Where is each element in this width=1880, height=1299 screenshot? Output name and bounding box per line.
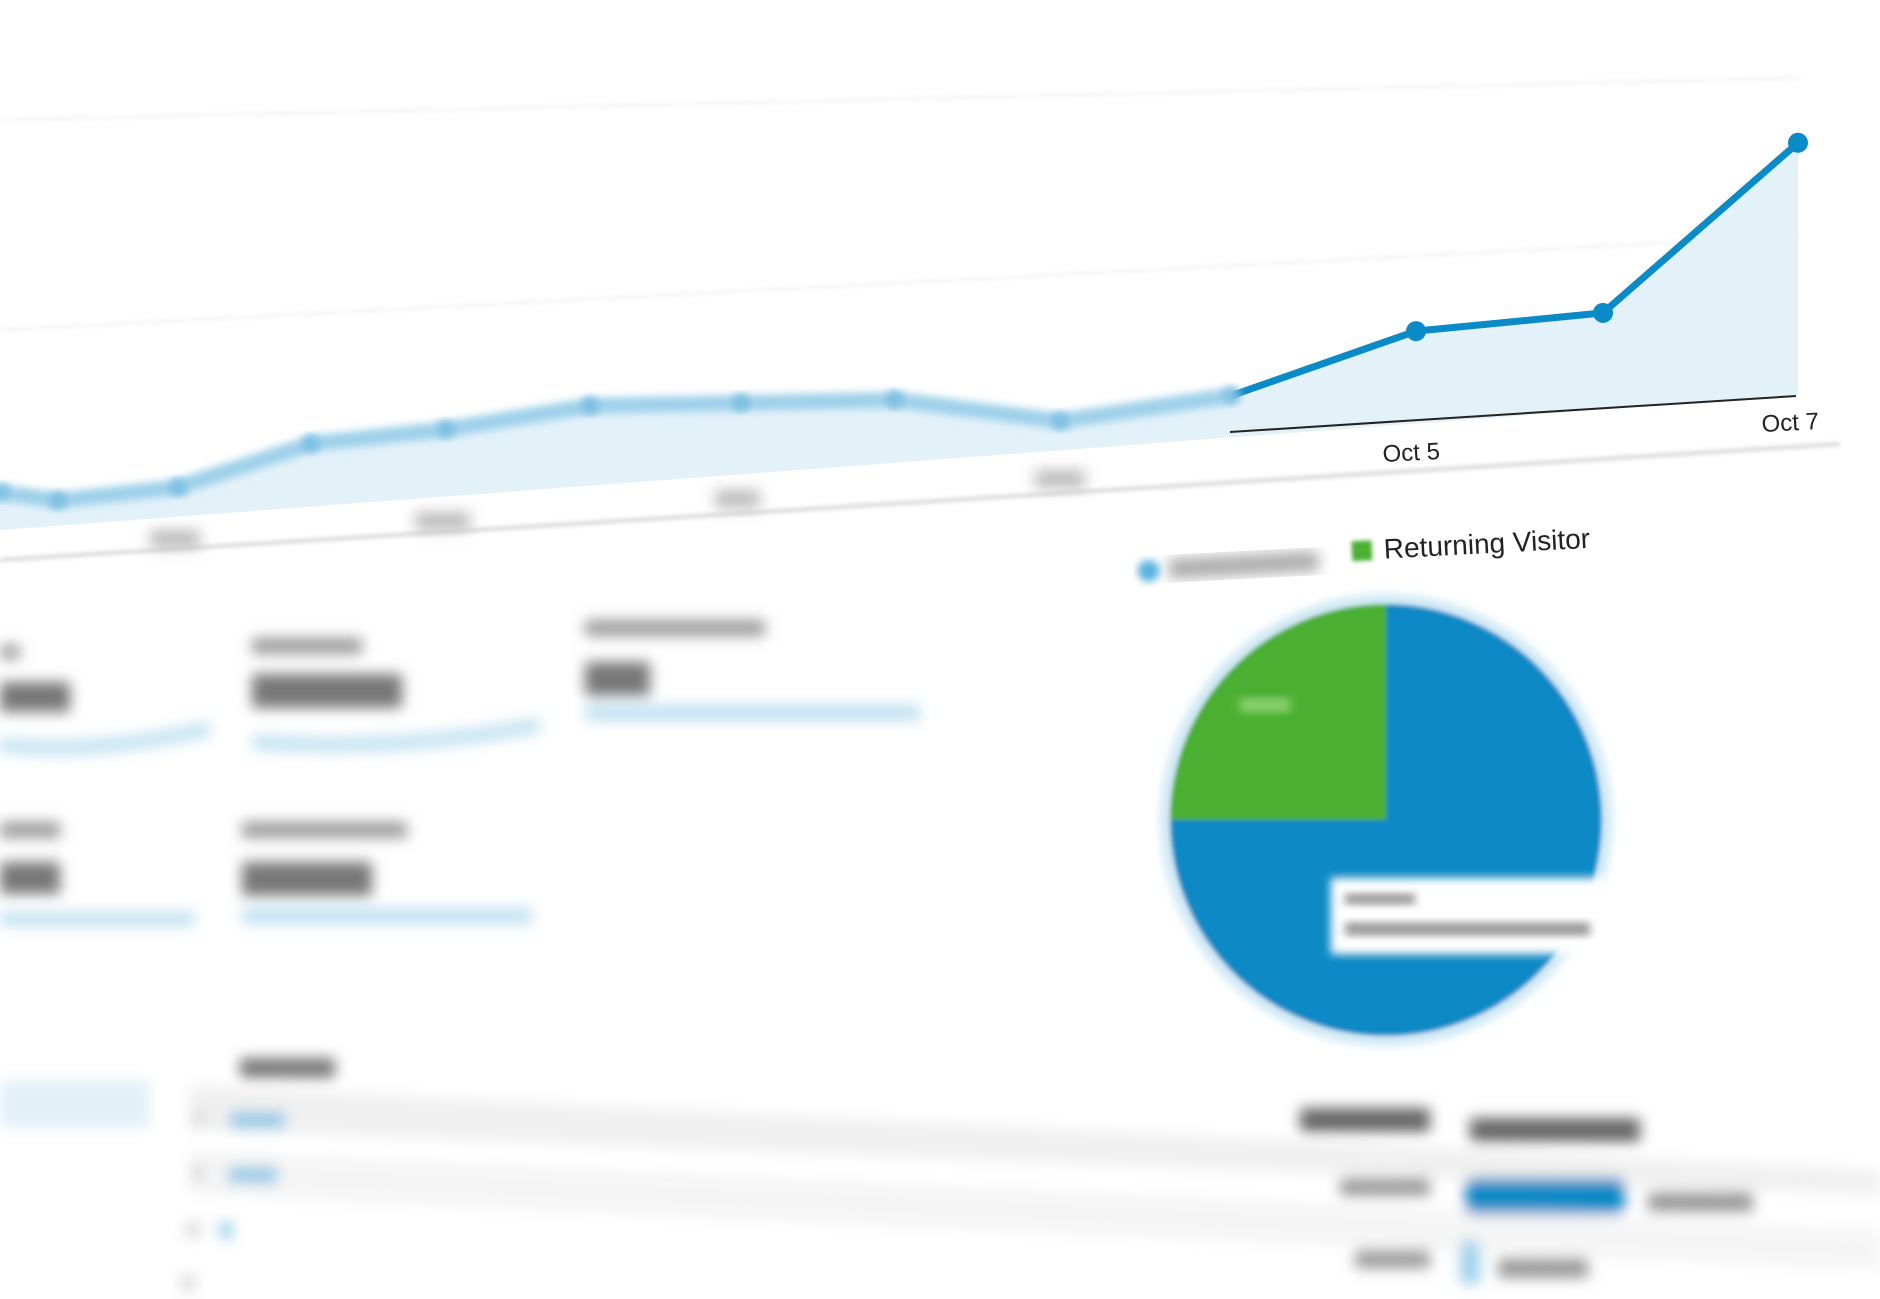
- stat-card-value: [0, 682, 70, 712]
- x-tick-label: Oct 5: [1382, 438, 1441, 468]
- blurred-tick: [715, 490, 760, 508]
- data-table: [0, 1058, 1880, 1291]
- blurred-tick: [415, 512, 470, 530]
- line-data-point[interactable]: [1406, 321, 1426, 342]
- legend-label-blurred: [1168, 551, 1319, 579]
- legend-swatch-returning-visitor: [1351, 540, 1373, 562]
- line-series: [1230, 140, 1801, 399]
- line-data-point[interactable]: [886, 390, 904, 409]
- line-area-fill: [0, 142, 1798, 531]
- line-data-point[interactable]: [732, 393, 750, 412]
- stat-card: [242, 822, 532, 924]
- pie-slice-label: [1240, 698, 1290, 712]
- table-row: [190, 1150, 1880, 1270]
- row-checkbox[interactable]: [185, 1222, 201, 1238]
- sparkline: [585, 705, 920, 721]
- line-data-point[interactable]: [1593, 302, 1613, 323]
- row-percent: [1498, 1258, 1588, 1278]
- sessions-line-chart: Oct 5 Oct 7: [0, 132, 1841, 562]
- gridlines: [0, 77, 1801, 331]
- sparkline: [0, 721, 212, 755]
- stat-card-value: [585, 662, 650, 696]
- x-axis-shadow: [0, 442, 1841, 562]
- stat-card-label: [0, 822, 60, 838]
- sparkline: [251, 718, 542, 752]
- blurred-tick-labels: [150, 470, 1085, 548]
- line-data-point[interactable]: [1051, 411, 1069, 430]
- pie-tooltip: [1331, 878, 1606, 954]
- stat-card-label: [0, 645, 20, 659]
- stat-card-value: [252, 674, 402, 708]
- row-checkbox[interactable]: [190, 1165, 206, 1181]
- line-data-point[interactable]: [0, 483, 9, 502]
- blurred-tick: [1035, 470, 1085, 488]
- stat-card-label: [242, 822, 407, 838]
- table-column-header: [1470, 1118, 1640, 1142]
- stat-cards: [0, 620, 920, 926]
- line-data-point[interactable]: [437, 420, 455, 439]
- table-row: [185, 1222, 1588, 1285]
- line-data-point[interactable]: [169, 478, 187, 497]
- row-link[interactable]: [230, 1112, 285, 1128]
- row-link[interactable]: [220, 1222, 232, 1238]
- stat-card-label: [585, 620, 765, 636]
- legend-swatch-new-visitor: [1137, 559, 1160, 582]
- stat-card: [251, 638, 542, 752]
- table-row: [180, 1275, 196, 1291]
- row-sessions-bar: [1465, 1178, 1625, 1214]
- row-band: [190, 1150, 1880, 1270]
- line-data-point[interactable]: [1223, 386, 1241, 405]
- line-data-point[interactable]: [302, 434, 320, 453]
- table-row: [190, 1110, 285, 1128]
- sparkline: [0, 912, 195, 926]
- blurred-tick: [150, 530, 200, 548]
- line-series-blurred: [0, 387, 1234, 509]
- row-sessions-bar: [1460, 1240, 1480, 1285]
- stat-card-label: [252, 638, 362, 654]
- table-search-box: [0, 1080, 150, 1128]
- row-checkbox[interactable]: [180, 1275, 196, 1291]
- gridline: [0, 77, 1801, 121]
- stat-card: [0, 645, 212, 755]
- pie-tooltip-text: [1345, 893, 1415, 905]
- row-sessions: [1355, 1250, 1430, 1268]
- pie-legend: Returning Visitor: [1137, 523, 1591, 582]
- row-sessions: [1340, 1178, 1430, 1196]
- visitor-pie-chart: [1160, 594, 1612, 1046]
- sparkline: [242, 908, 532, 924]
- gridline: [0, 235, 1799, 331]
- stat-card-value: [0, 862, 60, 894]
- table-header-band: [190, 1085, 1880, 1195]
- line-data-point[interactable]: [1788, 132, 1808, 153]
- row-link[interactable]: [228, 1167, 278, 1183]
- row-percent: [1648, 1192, 1753, 1212]
- stat-card-value: [242, 862, 372, 896]
- table-column-header: [1300, 1108, 1430, 1132]
- pie-tooltip-text: [1345, 922, 1590, 936]
- table-column-header: [240, 1058, 335, 1078]
- x-axis: [1229, 395, 1797, 433]
- x-tick-label: Oct 7: [1761, 408, 1820, 438]
- stat-card: [585, 620, 920, 721]
- stat-card: [0, 822, 195, 926]
- row-checkbox[interactable]: [190, 1110, 206, 1126]
- line-data-point[interactable]: [49, 491, 67, 510]
- legend-label-returning-visitor: Returning Visitor: [1383, 523, 1591, 565]
- line-data-point[interactable]: [581, 396, 599, 415]
